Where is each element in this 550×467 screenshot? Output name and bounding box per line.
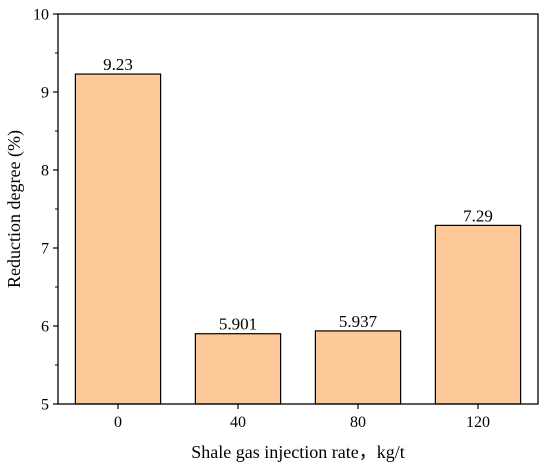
y-axis-label: Reduction degree (%): [4, 130, 25, 288]
bar-0: [74, 73, 162, 405]
value-label-80: 5.937: [339, 312, 378, 331]
value-labels-group: 9.23 5.901 5.937 7.29: [103, 55, 493, 334]
bar-120: [434, 224, 522, 405]
bars-group: [74, 73, 522, 405]
y-tick-label-10: 10: [33, 7, 49, 24]
value-label-120: 7.29: [463, 206, 493, 225]
value-label-0: 9.23: [103, 55, 133, 74]
x-tick-label-40: 40: [230, 414, 246, 431]
x-axis-ticks: 0 40 80 120: [114, 404, 490, 431]
x-axis-label: Shale gas injection rate，kg/t: [191, 442, 404, 462]
x-tick-label-120: 120: [466, 414, 490, 431]
y-axis-ticks: 5 6 7 8 9 10: [33, 7, 58, 414]
value-label-40: 5.901: [219, 315, 257, 334]
y-tick-label-5: 5: [41, 397, 49, 414]
bar-40: [194, 333, 282, 405]
x-tick-label-80: 80: [350, 414, 366, 431]
y-tick-label-8: 8: [41, 163, 49, 180]
y-tick-label-7: 7: [41, 241, 49, 258]
y-tick-label-9: 9: [41, 85, 49, 102]
x-tick-label-0: 0: [114, 414, 122, 431]
bar-80: [314, 330, 402, 405]
y-tick-label-6: 6: [41, 319, 49, 336]
